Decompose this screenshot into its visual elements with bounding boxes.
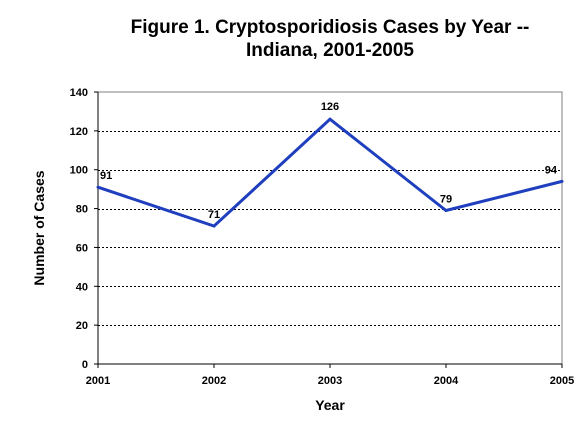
x-tick-label: 2005 bbox=[550, 375, 574, 387]
x-tick-label: 2004 bbox=[434, 375, 459, 387]
data-point bbox=[96, 185, 100, 189]
y-axis-label: Number of Cases bbox=[31, 170, 47, 285]
data-label: 79 bbox=[440, 194, 452, 206]
x-tick-layer: 2001 2002 2003 2004 2005 bbox=[86, 364, 574, 387]
data-label: 71 bbox=[208, 209, 220, 221]
data-point bbox=[328, 117, 332, 121]
y-tick-label: 60 bbox=[76, 242, 88, 254]
y-tick-label: 100 bbox=[70, 165, 88, 177]
data-label: 91 bbox=[100, 170, 112, 182]
data-label-layer: 91 71 126 79 94 bbox=[100, 101, 558, 221]
series-line bbox=[97, 117, 563, 228]
y-tick-label: 0 bbox=[82, 359, 88, 371]
x-tick-label: 2003 bbox=[318, 375, 342, 387]
y-tick-label: 120 bbox=[70, 126, 88, 138]
x-axis-label: Year bbox=[315, 397, 345, 413]
y-tick-label: 80 bbox=[76, 204, 88, 216]
series-layer bbox=[96, 117, 564, 228]
data-point bbox=[560, 179, 564, 183]
y-tick-label: 40 bbox=[76, 281, 88, 293]
chart-title-line-1: Figure 1. Cryptosporidiosis Cases by Yea… bbox=[130, 17, 530, 38]
data-label: 94 bbox=[545, 164, 558, 176]
y-tick-label: 140 bbox=[70, 87, 88, 99]
x-tick-label: 2001 bbox=[86, 375, 110, 387]
grid-layer bbox=[98, 131, 562, 326]
y-tick-layer: 0 20 40 60 80 100 120 140 bbox=[70, 87, 98, 371]
data-point bbox=[212, 224, 216, 228]
data-point bbox=[444, 209, 448, 213]
y-tick-label: 20 bbox=[76, 320, 88, 332]
x-tick-label: 2002 bbox=[202, 375, 226, 387]
data-label: 126 bbox=[321, 101, 339, 113]
plot-area-frame bbox=[97, 91, 563, 365]
chart-title-line-2: Indiana, 2001-2005 bbox=[246, 40, 414, 61]
